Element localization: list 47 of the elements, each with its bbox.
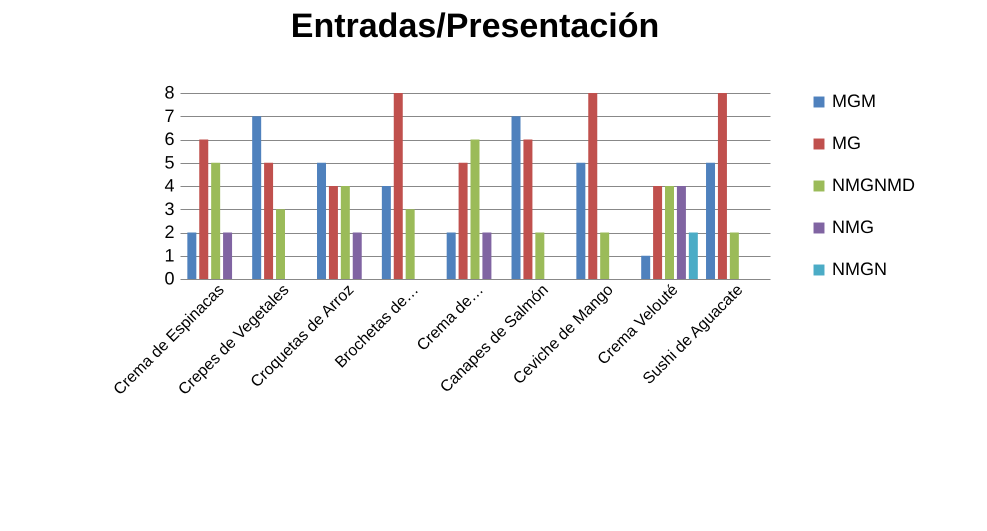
legend-label: NMG <box>832 217 874 237</box>
bar <box>252 116 262 279</box>
bar <box>641 256 650 279</box>
legend-label: NMGN <box>832 259 887 279</box>
bar <box>676 186 686 279</box>
bar <box>199 140 208 279</box>
bar <box>470 140 480 279</box>
bar <box>730 232 739 279</box>
y-tick-label: 1 <box>164 245 174 266</box>
bar <box>382 186 391 279</box>
bar <box>340 186 350 279</box>
legend-label: NMGNMD <box>832 175 915 195</box>
bar <box>328 186 338 279</box>
y-tick-label: 7 <box>164 106 174 126</box>
chart-title: Entradas/Presentación <box>290 7 660 45</box>
bar <box>688 232 698 279</box>
y-tick-label: 2 <box>164 222 174 242</box>
bar <box>394 93 403 279</box>
legend-label: MGM <box>832 91 876 111</box>
y-tick-label: 5 <box>164 152 174 172</box>
bar <box>264 162 274 279</box>
legend-label: MG <box>832 133 861 153</box>
bar <box>406 209 415 279</box>
y-tick-label: 8 <box>164 82 174 102</box>
bar <box>352 232 362 279</box>
bar <box>317 162 326 279</box>
bar <box>482 232 492 279</box>
bar <box>446 232 456 279</box>
bar <box>523 140 532 279</box>
bar <box>576 162 586 279</box>
y-tick-label: 6 <box>164 129 174 149</box>
y-tick-label: 4 <box>164 176 174 196</box>
bar <box>276 209 285 279</box>
bar <box>512 116 521 279</box>
bar <box>458 162 468 279</box>
bar <box>600 232 610 279</box>
bar <box>706 162 716 279</box>
y-tick-label: 0 <box>164 268 174 288</box>
bar <box>665 186 674 279</box>
bar <box>211 162 220 279</box>
bar <box>535 232 544 279</box>
bar <box>187 232 196 279</box>
y-tick-label: 3 <box>164 198 174 219</box>
bar <box>718 93 727 279</box>
bar <box>588 93 598 279</box>
bar <box>653 186 662 279</box>
bar <box>223 232 232 279</box>
